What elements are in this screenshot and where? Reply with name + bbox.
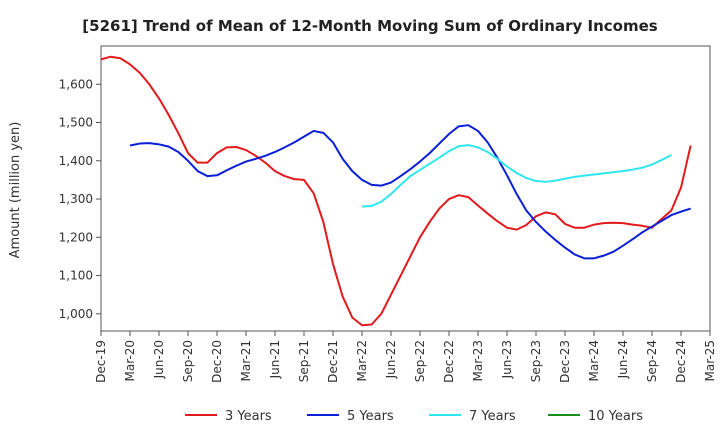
x-tick-label: Jun-20 [152,340,166,379]
y-tick-label: 1,500 [59,116,93,130]
y-axis: 1,000 1,100 1,200 1,300 1,400 1,500 1,600 [59,77,101,321]
series-line-5-years [129,124,691,260]
y-tick-label: 1,400 [59,154,93,168]
x-tick-label: Mar-23 [471,340,485,381]
x-tick-label: Dec-23 [558,340,572,383]
x-tick-label: Mar-24 [587,340,601,381]
y-tick-label: 1,300 [59,192,93,206]
x-tick-label: Dec-22 [442,340,456,383]
x-tick-label: Mar-21 [239,340,253,381]
y-tick-label: 1,600 [59,77,93,91]
x-tick-label: Mar-25 [703,340,717,381]
x-tick-label: Mar-22 [355,340,369,381]
series-line-3-years [100,55,692,327]
legend-label-7-years: 7 Years [469,409,516,424]
y-tick-label: 1,000 [59,307,93,321]
x-tick-label: Dec-19 [94,340,108,383]
x-tick-label: Sep-21 [297,340,311,382]
series-line-7-years [361,144,672,208]
x-tick-label: Sep-22 [413,340,427,382]
chart-title: [5261] Trend of Mean of 12-Month Moving … [82,17,657,35]
legend-label-5-years: 5 Years [347,409,394,424]
legend-label-3-years: 3 Years [225,409,272,424]
y-tick-label: 1,200 [59,230,93,244]
legend-label-10-years: 10 Years [588,409,643,424]
x-tick-label: Sep-24 [645,340,659,382]
x-tick-label: Dec-20 [210,340,224,383]
x-tick-label: Dec-24 [674,340,688,383]
x-tick-label: Jun-21 [268,340,282,379]
x-tick-label: Sep-23 [529,340,543,382]
legend: 3 Years 5 Years 7 Years 10 Years [185,409,643,424]
y-tick-label: 1,100 [59,269,93,283]
plot-area [100,45,711,332]
x-tick-label: Jun-22 [384,340,398,379]
x-axis: Dec-19 Mar-20 Jun-20 Sep-20 Dec-20 Mar-21 Jun-… [94,331,717,383]
x-tick-label: Mar-20 [123,340,137,381]
x-tick-label: Sep-20 [181,340,195,382]
x-tick-label: Dec-21 [326,340,340,383]
x-tick-label: Jun-24 [616,340,630,379]
x-tick-label: Jun-23 [500,340,514,379]
y-axis-title: Amount (million yen) [8,122,23,259]
series-lines [100,55,692,327]
